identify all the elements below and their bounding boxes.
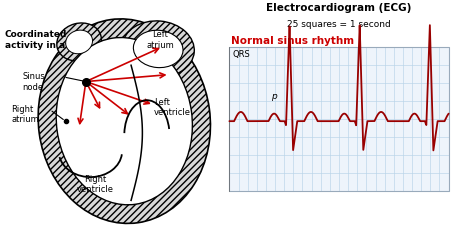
Text: Sinus
node: Sinus node	[23, 72, 45, 92]
Text: Electrocardiogram (ECG): Electrocardiogram (ECG)	[266, 3, 411, 14]
Text: 25 squares = 1 second: 25 squares = 1 second	[286, 20, 390, 29]
Text: Normal sinus rhythm: Normal sinus rhythm	[230, 36, 353, 46]
Ellipse shape	[57, 23, 101, 61]
Ellipse shape	[38, 19, 210, 223]
Text: QRS: QRS	[232, 50, 250, 59]
Text: Right
atrium: Right atrium	[11, 105, 39, 124]
Bar	[229, 47, 447, 191]
Bar	[229, 47, 447, 191]
Ellipse shape	[122, 21, 194, 77]
Ellipse shape	[65, 30, 92, 54]
Text: Right
ventricle: Right ventricle	[76, 175, 113, 194]
Text: Coordinated
activity in atria: Coordinated activity in atria	[5, 30, 83, 50]
Ellipse shape	[56, 38, 192, 205]
Text: Left
atrium: Left atrium	[146, 30, 174, 50]
Text: p: p	[271, 92, 276, 101]
Text: Left
ventricle: Left ventricle	[153, 98, 190, 117]
Ellipse shape	[133, 30, 183, 68]
